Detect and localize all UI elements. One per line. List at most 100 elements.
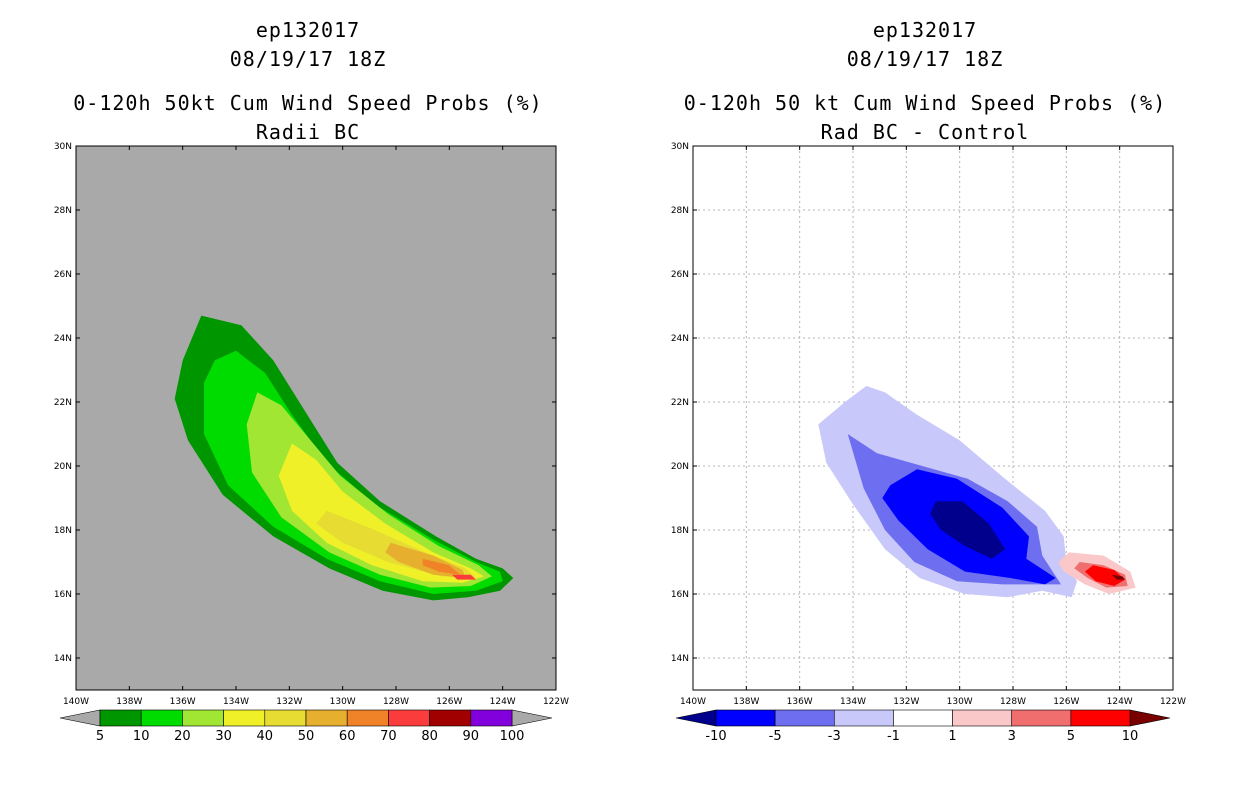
x-tick-label: 126W bbox=[436, 697, 462, 707]
colorbar-label: 20 bbox=[174, 729, 191, 744]
y-tick-label: 24N bbox=[671, 334, 689, 344]
x-tick-label: 138W bbox=[733, 697, 759, 707]
x-tick-label: 132W bbox=[893, 697, 919, 707]
colorbar-label: 3 bbox=[1008, 729, 1016, 744]
contour-level-10 bbox=[1111, 574, 1125, 580]
colorbar-swatch bbox=[893, 709, 953, 727]
y-tick-label: 22N bbox=[54, 398, 72, 408]
x-tick-label: 130W bbox=[947, 697, 973, 707]
left-title-product: 0-120h 50kt Cum Wind Speed Probs (%) bbox=[73, 91, 543, 115]
y-tick-label: 18N bbox=[671, 526, 689, 536]
right-title-subtitle: Rad BC - Control bbox=[820, 120, 1030, 144]
x-tick-label: 140W bbox=[63, 697, 89, 707]
colorbar-label: 80 bbox=[421, 729, 438, 744]
colorbar-swatch bbox=[99, 709, 142, 727]
colorbar-label: 40 bbox=[257, 729, 274, 744]
y-tick-label: 20N bbox=[671, 462, 689, 472]
contour-level-5 bbox=[1085, 565, 1125, 586]
x-tick-label: 130W bbox=[330, 697, 356, 707]
plot-frame bbox=[692, 145, 1174, 691]
right-title-product: 0-120h 50 kt Cum Wind Speed Probs (%) bbox=[683, 91, 1167, 115]
x-tick-label: 122W bbox=[543, 697, 569, 707]
colorbar-label: 70 bbox=[380, 729, 397, 744]
chart-panel-0: 140W 138W 136W 134W 132W 130W 128W 126W 124W 122W… bbox=[54, 142, 569, 744]
colorbar-swatch bbox=[264, 709, 307, 727]
contour-level-60 bbox=[422, 558, 460, 575]
x-tick-label: 128W bbox=[383, 697, 409, 707]
contour-level-20 bbox=[246, 392, 492, 588]
y-tick-label: 14N bbox=[671, 654, 689, 664]
contour-level-neg10 bbox=[930, 501, 1005, 559]
y-tick-label: 28N bbox=[54, 206, 72, 216]
colorbar-label: 1 bbox=[948, 729, 956, 744]
colorbar-swatch bbox=[952, 709, 1013, 727]
x-tick-label: 134W bbox=[840, 697, 866, 707]
colorbar-swatch bbox=[1011, 709, 1072, 727]
y-tick-label: 16N bbox=[671, 590, 689, 600]
right-title-storm-id: ep132017 bbox=[872, 18, 978, 42]
colorbar-label: 100 bbox=[500, 729, 525, 744]
colorbar-swatch bbox=[715, 709, 776, 727]
colorbar-swatch bbox=[470, 709, 513, 727]
colorbar-label: 10 bbox=[133, 729, 150, 744]
colorbar-swatch bbox=[429, 709, 472, 727]
colorbar-label: 10 bbox=[1122, 729, 1139, 744]
colorbar-label: -1 bbox=[887, 729, 900, 744]
x-tick-label: 132W bbox=[276, 697, 302, 707]
colorbar-swatch bbox=[1070, 709, 1131, 727]
colorbar-swatch bbox=[388, 709, 430, 727]
colorbar-label: 60 bbox=[339, 729, 356, 744]
plot-background bbox=[76, 146, 556, 690]
colorbar-swatch bbox=[223, 709, 266, 727]
colorbar-label: 90 bbox=[463, 729, 480, 744]
y-tick-label: 14N bbox=[54, 654, 72, 664]
left-title-subtitle: Radii BC bbox=[255, 120, 361, 144]
colorbar-label: 5 bbox=[96, 729, 104, 744]
y-tick-label: 28N bbox=[671, 206, 689, 216]
colorbar-swatch bbox=[774, 709, 835, 727]
y-tick-label: 26N bbox=[54, 270, 72, 280]
colorbar-swatch bbox=[182, 709, 224, 727]
x-tick-label: 136W bbox=[170, 697, 196, 707]
right-title-date: 08/19/17 18Z bbox=[846, 47, 1004, 71]
plot-background bbox=[693, 146, 1173, 690]
x-tick-label: 138W bbox=[116, 697, 142, 707]
y-tick-label: 22N bbox=[671, 398, 689, 408]
plot-frame bbox=[75, 145, 557, 691]
left-title-date: 08/19/17 18Z bbox=[229, 47, 387, 71]
y-tick-label: 18N bbox=[54, 526, 72, 536]
y-tick-label: 20N bbox=[54, 462, 72, 472]
x-tick-label: 136W bbox=[787, 697, 813, 707]
y-tick-label: 30N bbox=[54, 142, 72, 152]
colorbar-swatch bbox=[305, 709, 348, 727]
left-title-storm-id: ep132017 bbox=[255, 18, 361, 42]
colorbar-label: -3 bbox=[828, 729, 841, 744]
colorbar-label: 30 bbox=[215, 729, 232, 744]
colorbar-label: 50 bbox=[298, 729, 315, 744]
contour-level-70 bbox=[452, 574, 476, 580]
x-tick-label: 128W bbox=[1000, 697, 1026, 707]
colorbar-under-triangle bbox=[675, 709, 717, 727]
colorbar: 5 10 20 30 40 50 60 70 80 90 100 bbox=[59, 709, 553, 744]
y-tick-label: 24N bbox=[54, 334, 72, 344]
y-tick-label: 30N bbox=[671, 142, 689, 152]
colorbar-swatch bbox=[833, 709, 894, 727]
colorbar-label: -10 bbox=[705, 729, 726, 744]
colorbar-under-triangle bbox=[59, 709, 101, 727]
colorbar-swatch bbox=[140, 709, 183, 727]
contour-level-30 bbox=[278, 443, 484, 583]
colorbar-over-triangle bbox=[1129, 709, 1171, 727]
x-tick-label: 124W bbox=[490, 697, 516, 707]
chart-panel-1: 140W 138W 136W 134W 132W 130W 128W 126W 124W 122W… bbox=[671, 142, 1186, 744]
colorbar-over-triangle bbox=[511, 709, 553, 727]
y-tick-label: 26N bbox=[671, 270, 689, 280]
x-tick-label: 126W bbox=[1053, 697, 1079, 707]
colorbar: -10 -5 -3 -1 1 3 5 10 bbox=[675, 709, 1171, 744]
colorbar-label: -5 bbox=[769, 729, 782, 744]
x-tick-label: 134W bbox=[223, 697, 249, 707]
x-tick-label: 122W bbox=[1160, 697, 1186, 707]
x-tick-label: 140W bbox=[680, 697, 706, 707]
colorbar-swatch bbox=[346, 709, 389, 727]
y-tick-label: 16N bbox=[54, 590, 72, 600]
